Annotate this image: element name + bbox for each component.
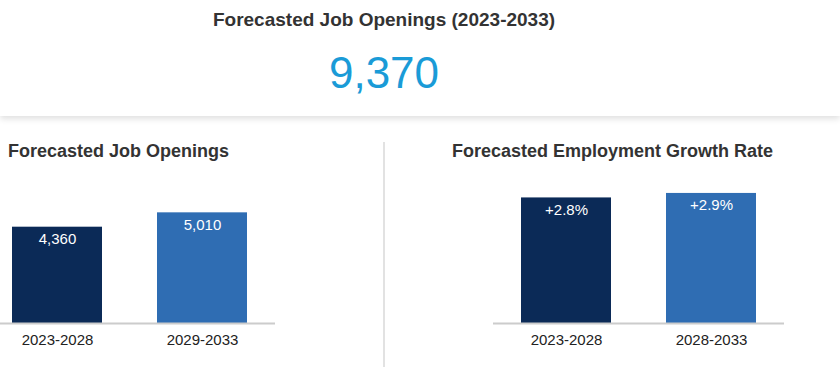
svg-text:5,010: 5,010: [184, 216, 222, 233]
svg-text:2028-2033: 2028-2033: [676, 331, 748, 348]
svg-text:2023-2028: 2023-2028: [22, 331, 94, 348]
svg-text:+2.9%: +2.9%: [690, 196, 733, 213]
svg-text:4,360: 4,360: [39, 230, 77, 247]
html-text:Forecasted Job Openings: Forecasted Job Openings: [8, 141, 229, 161]
html-text:Forecasted Employment Growth R: Forecasted Employment Growth Rate: [452, 141, 773, 161]
svg-text:+2.8%: +2.8%: [545, 201, 588, 218]
svg-text:2023-2028: 2023-2028: [531, 331, 603, 348]
html-text:9,370: 9,370: [328, 48, 439, 97]
svg-text:2029-2033: 2029-2033: [167, 331, 239, 348]
html-text:Forecasted Job Openings (2023-: Forecasted Job Openings (2023-2033): [212, 9, 556, 30]
